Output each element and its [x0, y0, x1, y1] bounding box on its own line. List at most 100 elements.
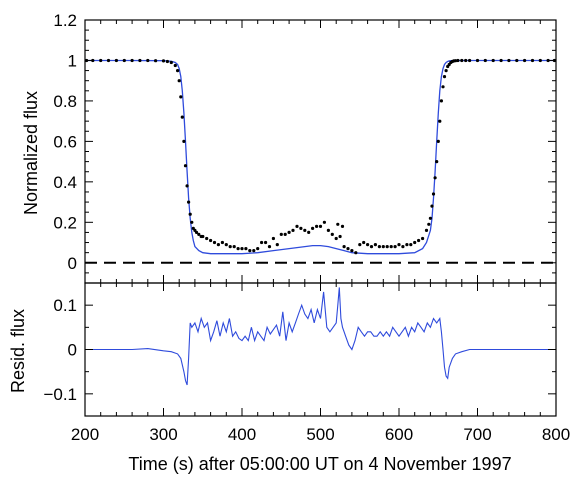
observed-point [441, 85, 445, 89]
observed-point [401, 245, 405, 249]
observed-point [260, 240, 264, 245]
observed-point [228, 245, 232, 249]
observed-point [326, 228, 330, 232]
y-tick-label: 0.8 [53, 92, 77, 111]
observed-point [183, 164, 188, 168]
observed-point [397, 243, 401, 247]
x-tick-label: 500 [306, 425, 334, 444]
observed-point [114, 58, 118, 63]
observed-point [389, 245, 393, 249]
observed-point [154, 59, 158, 63]
residual-curve [85, 287, 556, 386]
observed-point [201, 234, 205, 239]
observed-point [442, 75, 447, 79]
observed-point [523, 58, 527, 63]
y-tick-label: 1 [68, 51, 77, 70]
observed-point [409, 243, 413, 247]
observed-point [453, 59, 458, 63]
y-tick-label: 0 [68, 341, 77, 360]
observed-point [180, 115, 184, 119]
observed-point [169, 60, 173, 65]
x-tick-label: 800 [542, 425, 570, 444]
observed-point [417, 238, 421, 243]
observed-point [538, 58, 542, 63]
observed-point [338, 234, 342, 239]
observed-point [161, 59, 166, 63]
observed-point [106, 58, 111, 63]
observed-point [299, 226, 303, 230]
bottom-y-axis-label: Resid. flux [8, 309, 28, 393]
observed-point [427, 222, 431, 226]
bottom-axis-ticks [84, 282, 557, 417]
y-tick-label: 0.1 [53, 296, 77, 315]
observed-point [264, 240, 268, 245]
observed-point [209, 238, 213, 243]
model-curve [85, 59, 556, 255]
observed-point [177, 79, 181, 83]
observed-point [330, 232, 334, 236]
observed-point [430, 204, 434, 208]
observed-point [369, 245, 374, 249]
observed-point [256, 247, 260, 251]
observed-point [182, 139, 186, 143]
observed-point [315, 224, 319, 228]
observed-point [436, 139, 440, 143]
observed-point [224, 243, 228, 247]
x-tick-label: 400 [228, 425, 256, 444]
observed-point [267, 245, 272, 249]
observed-point [216, 243, 220, 247]
observed-point [173, 63, 177, 68]
y-tick-label: 0.4 [53, 173, 77, 192]
x-tick-label: 300 [149, 425, 177, 444]
observed-point [435, 160, 439, 164]
observed-point [138, 58, 142, 63]
observed-point [197, 232, 201, 236]
top-panel: 0 0.2 0.4 0.6 0.8 1 1.2 Normalized flux [21, 11, 557, 284]
observed-point [287, 230, 291, 234]
observed-point [424, 228, 429, 232]
observed-point [248, 249, 252, 253]
observed-point [428, 216, 432, 220]
observed-point [252, 249, 256, 253]
observed-point [187, 200, 191, 204]
observed-point [336, 222, 340, 226]
observed-point [99, 58, 103, 63]
observed-point [483, 58, 487, 63]
observed-point [130, 58, 134, 63]
observed-point [271, 236, 275, 241]
observed-point [179, 95, 183, 99]
x-tick-label: 700 [463, 425, 491, 444]
x-tick-labels: 200 300 400 500 600 700 800 [71, 425, 570, 444]
x-tick-label: 200 [71, 425, 99, 444]
top-axis-ticks [84, 19, 557, 284]
y-tick-label: 1.2 [53, 11, 77, 30]
observed-point [334, 236, 338, 241]
observed-point [275, 243, 279, 247]
observed-point [295, 224, 299, 228]
y-tick-label: 0.6 [53, 132, 77, 151]
observed-point [377, 245, 381, 249]
observed-point [205, 236, 209, 241]
observed-point [362, 240, 366, 245]
observed-point [515, 58, 519, 63]
observed-point [322, 220, 326, 224]
observed-point [283, 232, 287, 236]
observed-point [444, 69, 448, 73]
observed-point [456, 58, 460, 63]
observed-point [291, 228, 295, 232]
y-tick-label: 0.2 [53, 213, 77, 232]
top-plot-area [85, 58, 557, 264]
observed-point [530, 58, 535, 63]
observed-point [311, 226, 315, 230]
observed-point [358, 243, 362, 247]
observed-point [236, 247, 240, 251]
observed-point [176, 69, 180, 73]
observed-point [232, 245, 236, 249]
bottom-y-tick-labels: −0.1 0 0.1 [43, 296, 77, 404]
observed-point [499, 58, 503, 63]
observed-point [438, 119, 442, 123]
observed-point [318, 224, 323, 228]
bottom-panel: −0.1 0 0.1 200 300 400 500 600 700 800 Resid. fl… [8, 282, 570, 474]
observed-point [220, 240, 224, 245]
